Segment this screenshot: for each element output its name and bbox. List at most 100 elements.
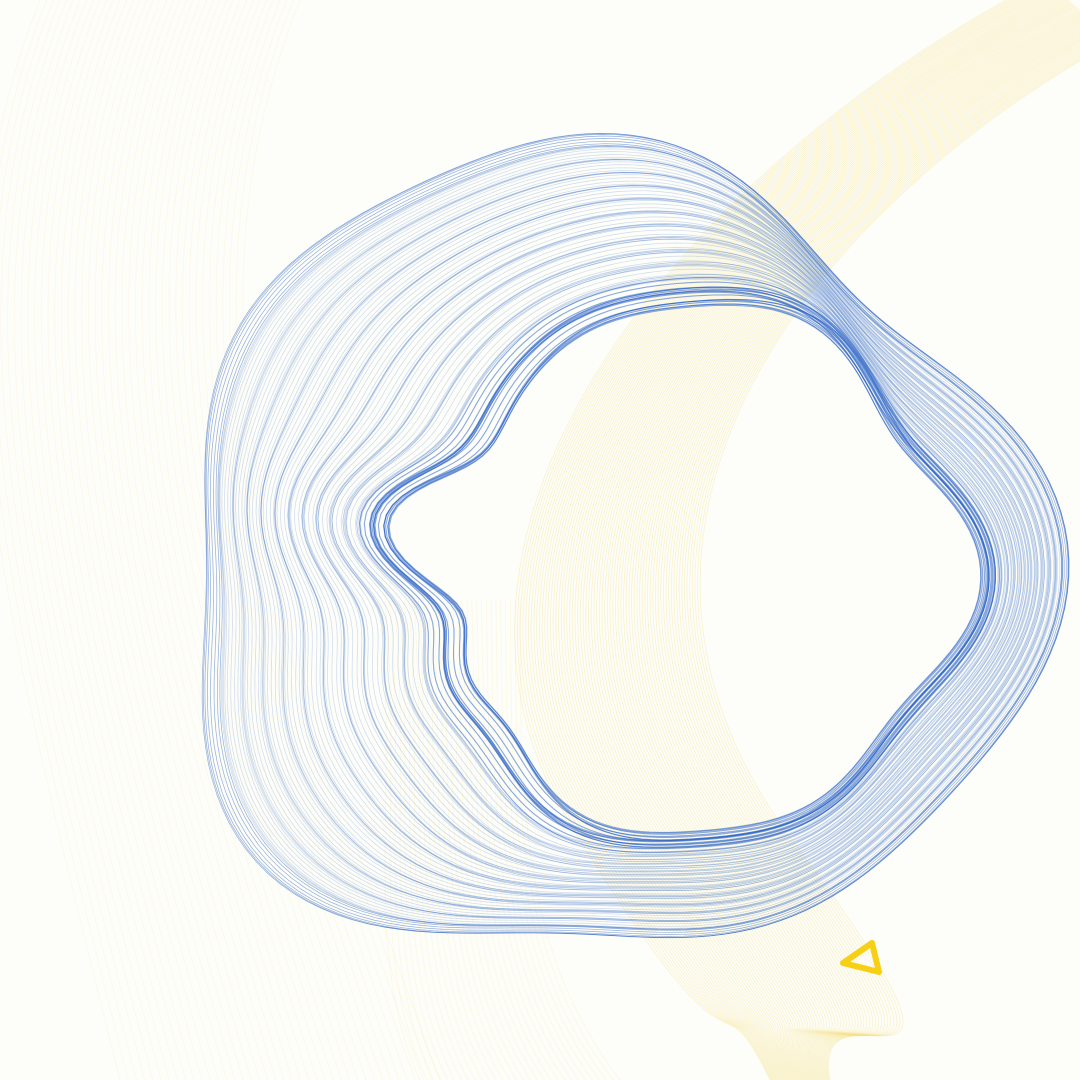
ring-line — [235, 161, 1056, 921]
ring-line — [356, 274, 1002, 855]
ring-line — [213, 140, 1065, 933]
stream-line — [673, 45, 1080, 1080]
stream-line — [569, 0, 1061, 1080]
stream-line — [609, 10, 1080, 1080]
stream-line — [639, 26, 1080, 1080]
ring-line — [217, 145, 1062, 930]
stream-line — [222, 0, 416, 1080]
ring-line — [249, 174, 1050, 913]
ring-line — [387, 303, 984, 835]
ring-line — [246, 171, 1051, 915]
ring-line — [289, 212, 1029, 888]
ring-line — [314, 235, 1020, 877]
ring-line — [215, 143, 1063, 931]
stream-line — [691, 55, 1080, 1080]
stream-line — [47, 0, 203, 1080]
stream-line — [447, 599, 517, 1080]
ring-line — [204, 134, 1070, 938]
stream-line — [668, 42, 1080, 1080]
ring-line — [274, 198, 1035, 896]
stream-line — [471, 599, 552, 1080]
ring-line — [269, 194, 1039, 900]
ring-line — [246, 172, 1050, 914]
ring-line — [274, 198, 1037, 898]
stream-line — [563, 0, 1056, 1080]
stream-line — [27, 0, 178, 1080]
stream-line — [188, 0, 375, 1080]
ring-line — [266, 190, 1042, 903]
stream-line — [623, 17, 1080, 1080]
ring-line — [293, 216, 1029, 887]
stream-line — [577, 0, 1069, 1080]
stream-line — [0, 0, 121, 1080]
ring-line — [316, 237, 1018, 875]
ring-line — [232, 159, 1057, 922]
ring-line — [260, 185, 1042, 905]
stream-line — [566, 0, 1059, 1080]
ring-line — [331, 252, 1008, 864]
stream-line — [533, 0, 1027, 1080]
stream-line — [40, 0, 195, 1080]
stream-line — [530, 0, 1024, 1080]
stream-line — [67, 0, 228, 1080]
stream-line — [644, 29, 1080, 1080]
stream-line — [389, 599, 435, 1080]
stream-line — [676, 46, 1080, 1080]
ring-line — [328, 248, 1014, 869]
stream-line — [74, 0, 236, 1080]
ring-line — [301, 223, 1027, 884]
stream-line — [552, 0, 1045, 1080]
ring-line — [274, 198, 1039, 899]
stream-line — [403, 599, 455, 1080]
ring-line — [329, 250, 1012, 867]
ring-line — [342, 261, 1008, 863]
stream-line — [670, 43, 1080, 1080]
stream-line — [660, 37, 1080, 1080]
ring-line — [357, 275, 999, 853]
stream-line — [528, 0, 1021, 1080]
stream-line — [0, 0, 145, 1080]
ring-line — [230, 156, 1057, 923]
stream-line — [541, 0, 1035, 1080]
ring-line — [272, 197, 1036, 897]
stream-line — [585, 2, 1072, 1080]
stream-line — [413, 599, 469, 1080]
stream-line — [485, 599, 573, 1080]
ring-line — [287, 210, 1029, 889]
stream-line — [555, 0, 1048, 1080]
ring-line — [221, 148, 1063, 929]
stream-line — [571, 0, 1064, 1080]
ring-line — [346, 265, 1002, 856]
ring-line — [358, 276, 1001, 854]
stream-line — [88, 0, 252, 1080]
stream-line — [209, 0, 400, 1080]
stream-line — [652, 33, 1080, 1080]
stream-line — [514, 0, 1008, 1080]
stream-line — [544, 0, 1037, 1080]
stream-line — [432, 599, 497, 1080]
stream-line — [579, 0, 1070, 1080]
stream-line — [699, 60, 1080, 1080]
stream-line — [615, 13, 1080, 1080]
stream-line — [633, 23, 1080, 1080]
stream-line — [525, 0, 1018, 1080]
ring-line — [252, 177, 1048, 911]
ring-line — [331, 251, 1010, 865]
ring-line — [287, 210, 1033, 891]
triangle-icon — [840, 940, 882, 975]
ring-line — [210, 138, 1067, 935]
stream-line — [625, 18, 1080, 1080]
stream-line — [514, 599, 614, 1080]
stream-line — [612, 11, 1080, 1080]
stream-line — [242, 0, 441, 1080]
stream-line — [536, 0, 1029, 1080]
stream-line — [509, 599, 607, 1080]
stream-line — [481, 599, 566, 1080]
ring-line — [260, 184, 1045, 907]
stream-line — [168, 0, 351, 1080]
ring-line — [345, 264, 1007, 861]
ring-line — [301, 223, 1023, 881]
ring-line — [304, 225, 1025, 883]
stream-line — [505, 599, 600, 1080]
